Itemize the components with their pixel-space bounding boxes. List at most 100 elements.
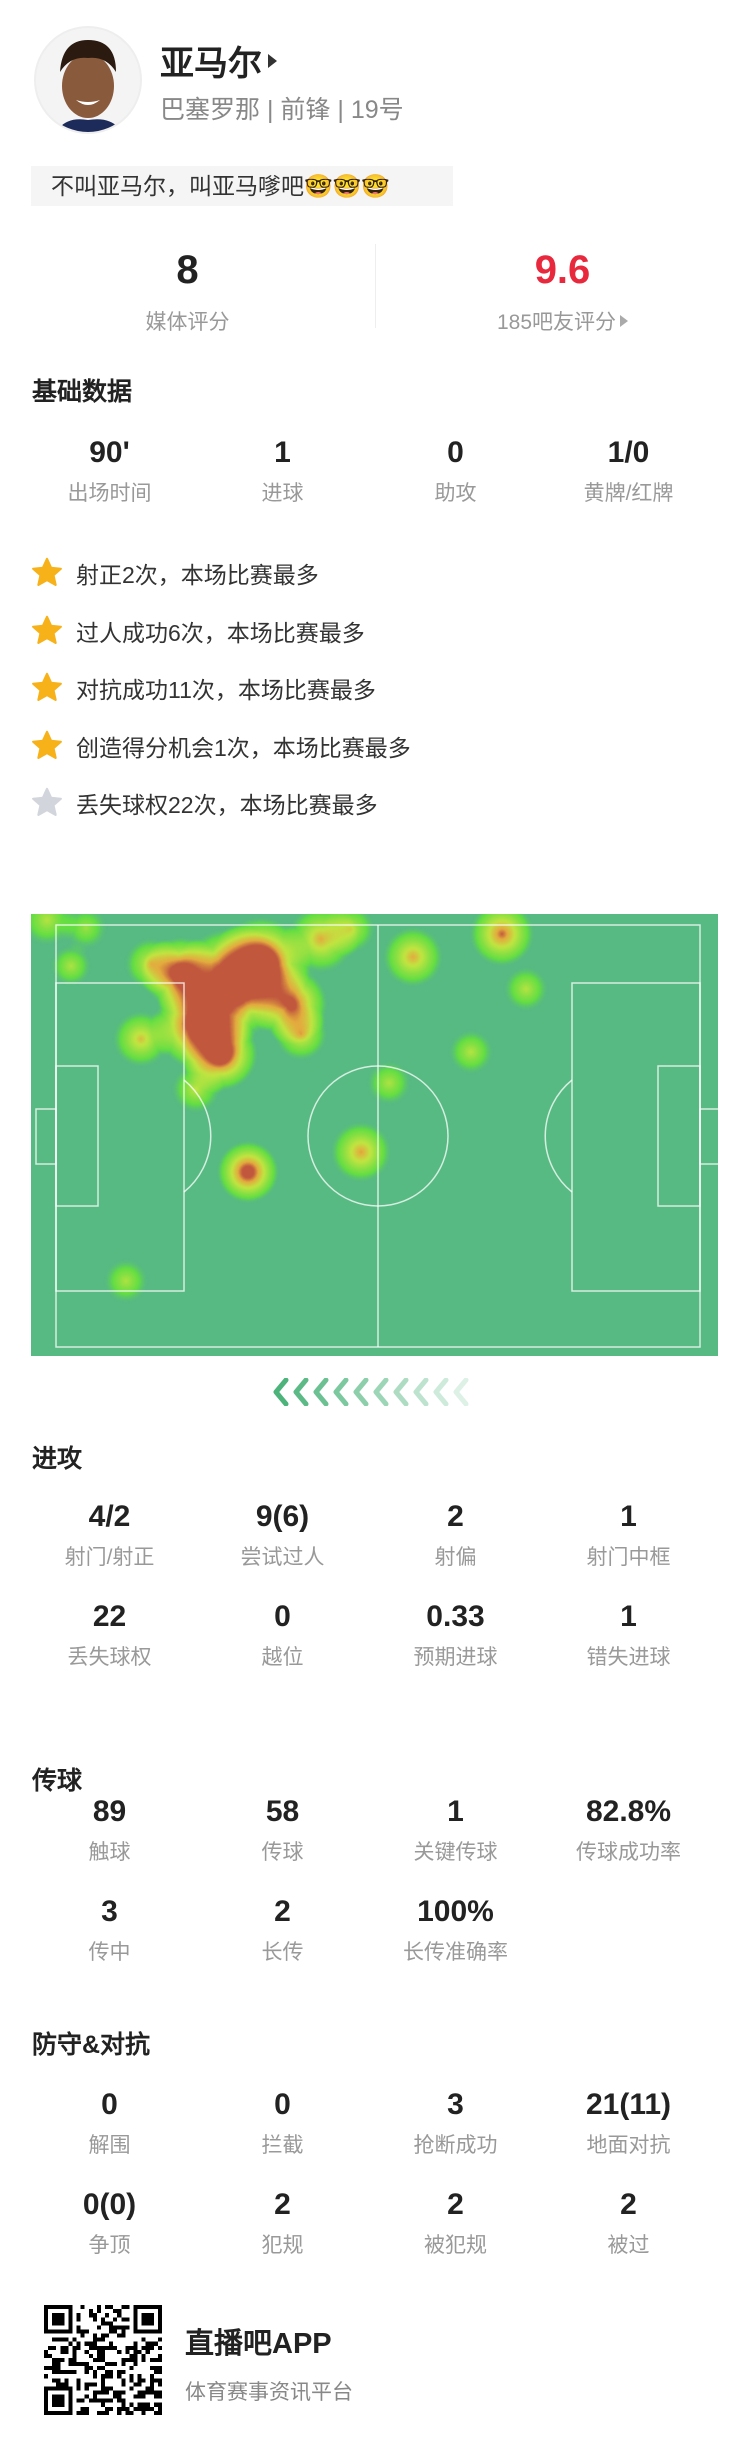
stat-label: 射门/射正 (64, 1546, 155, 1569)
stat-value: 0 (274, 2088, 291, 2121)
stat-value: 1 (274, 436, 291, 469)
stat-label: 关键传球 (413, 1841, 498, 1864)
stat-item: 2 被犯规 (369, 2187, 542, 2259)
player-avatar[interactable] (34, 26, 142, 134)
heatmap-layer (31, 914, 718, 1356)
player-name-link[interactable]: 亚马尔 (160, 36, 277, 85)
stat-value: 2 (447, 2188, 464, 2221)
highlight-item: 过人成功6次，本场比赛最多 (30, 614, 365, 648)
star-icon (32, 615, 62, 644)
shirt-number: 19号 (350, 96, 404, 124)
stat-value: 0 (447, 436, 464, 469)
app-name: 直播吧APP (185, 2328, 332, 2360)
stat-item: 58 传球 (196, 1794, 369, 1866)
stat-item: 2 犯规 (196, 2187, 369, 2259)
stat-label: 拦截 (261, 2134, 304, 2157)
app-tagline: 体育赛事资讯平台 (185, 2381, 353, 2404)
separator: | (266, 96, 274, 124)
stat-item: 0 越位 (196, 1599, 369, 1671)
chevron-left-icon (432, 1378, 450, 1406)
team-name: 巴塞罗那 (160, 96, 261, 124)
chevron-left-icon (372, 1378, 390, 1406)
stat-label: 传中 (88, 1941, 131, 1964)
stat-label: 黄牌/红牌 (583, 482, 674, 505)
stat-item: 22 丢失球权 (23, 1599, 196, 1671)
stat-item: 4/2 射门/射正 (23, 1499, 196, 1571)
stat-label: 长传 (261, 1941, 304, 1964)
stat-value: 89 (92, 1795, 127, 1828)
stat-item: 82.8% 传球成功率 (542, 1794, 715, 1866)
stat-label: 越位 (261, 1646, 304, 1669)
stat-label: 长传准确率 (403, 1941, 508, 1964)
stat-label: 尝试过人 (240, 1546, 325, 1569)
stat-label: 预期进球 (413, 1646, 498, 1669)
chevron-left-icon (292, 1378, 310, 1406)
stat-label: 触球 (88, 1841, 131, 1864)
chevron-left-icon (332, 1378, 350, 1406)
stat-label: 解围 (88, 2134, 131, 2157)
stat-label: 地面对抗 (586, 2134, 671, 2157)
stat-value: 58 (265, 1795, 300, 1828)
pitch-lines (35, 924, 718, 1348)
stat-item: 0.33 预期进球 (369, 1599, 542, 1671)
stat-value: 1 (620, 1600, 637, 1633)
stat-value: 1 (447, 1795, 464, 1828)
stat-value: 22 (92, 1600, 127, 1633)
stat-label: 传球成功率 (576, 1841, 681, 1864)
stat-value: 100% (417, 1895, 494, 1928)
stat-item: 1/0 黄牌/红牌 (542, 435, 715, 507)
player-info: 巴塞罗那 | 前锋 | 19号 (160, 90, 404, 126)
play-arrow-icon (268, 53, 277, 68)
stat-value: 9(6) (255, 1500, 310, 1533)
highlight-item: 创造得分机会1次，本场比赛最多 (30, 729, 411, 763)
stat-item: 0(0) 争顶 (23, 2187, 196, 2259)
stat-item: 9(6) 尝试过人 (196, 1499, 369, 1571)
qr-code-icon[interactable] (44, 2305, 162, 2415)
stat-item: 0 拦截 (196, 2087, 369, 2159)
stat-value: 0 (274, 1600, 291, 1633)
stat-value: 2 (620, 2188, 637, 2221)
stat-item: 3 传中 (23, 1894, 196, 1966)
attack-stats-grid: 4/2 射门/射正 9(6) 尝试过人 2 射偏 1 射门中框 22 丢失球权 0 越位 0.33 预期进… (23, 1499, 715, 1671)
stat-item: 1 射门中框 (542, 1499, 715, 1571)
stat-value: 2 (274, 1895, 291, 1928)
stat-item: 21(11) 地面对抗 (542, 2087, 715, 2159)
stat-label: 传球 (261, 1841, 304, 1864)
stat-item: 100% 长传准确率 (369, 1894, 542, 1966)
media-rating-label: 媒体评分 (145, 311, 230, 334)
star-icon (32, 672, 62, 701)
chevron-left-icon (312, 1378, 330, 1406)
chevron-left-icon (392, 1378, 410, 1406)
fan-rating[interactable]: 9.6 185吧友评分 (375, 246, 750, 336)
star-icon (32, 730, 62, 759)
stat-item: 1 关键传球 (369, 1794, 542, 1866)
chevron-left-icon (452, 1378, 470, 1406)
stat-value: 1 (620, 1500, 637, 1533)
position: 前锋 (280, 96, 331, 124)
rating-divider (375, 244, 376, 328)
chevron-left-icon (412, 1378, 430, 1406)
attack-section-title: 进攻 (32, 1445, 83, 1473)
stat-item: 0 助攻 (369, 435, 542, 507)
basic-section-title: 基础数据 (32, 378, 133, 406)
stat-label: 进球 (261, 482, 304, 505)
stat-value: 21(11) (585, 2088, 672, 2121)
stat-item: 3 抢断成功 (369, 2087, 542, 2159)
stat-item: 89 触球 (23, 1794, 196, 1866)
stat-label: 被过 (607, 2234, 650, 2257)
media-rating: 8 媒体评分 (0, 246, 375, 336)
stat-label: 争顶 (88, 2234, 131, 2257)
highlight-item: 丢失球权22次，本场比赛最多 (30, 786, 378, 820)
passing-stats-grid: 89 触球 58 传球 1 关键传球 82.8% 传球成功率 3 传中 2 长传 100% 长传准确率 (23, 1794, 715, 1966)
highlight-text: 创造得分机会1次，本场比赛最多 (76, 735, 411, 761)
passing-section-title: 传球 (32, 1767, 83, 1795)
stat-label: 助攻 (434, 482, 477, 505)
basic-stats-grid: 90' 出场时间 1 进球 0 助攻 1/0 黄牌/红牌 (23, 435, 715, 507)
highlight-item: 射正2次，本场比赛最多 (30, 556, 319, 590)
highlight-text: 射正2次，本场比赛最多 (76, 562, 319, 588)
stat-label: 错失进球 (586, 1646, 671, 1669)
stat-value: 3 (447, 2088, 464, 2121)
highlight-text: 过人成功6次，本场比赛最多 (76, 620, 365, 646)
defense-section-title: 防守&对抗 (32, 2031, 151, 2059)
highlight-item: 对抗成功11次，本场比赛最多 (30, 671, 376, 705)
